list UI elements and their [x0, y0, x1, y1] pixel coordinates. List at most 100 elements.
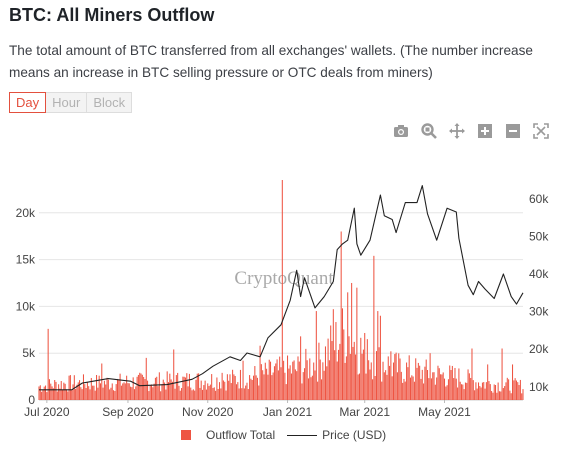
outflow-bar[interactable] [521, 393, 523, 400]
outflow-bar[interactable] [353, 341, 355, 400]
outflow-bar[interactable] [471, 348, 473, 400]
outflow-bar[interactable] [416, 367, 418, 400]
outflow-bar[interactable] [514, 378, 516, 400]
outflow-bar[interactable] [238, 388, 240, 400]
outflow-bar[interactable] [192, 389, 194, 400]
outflow-bar[interactable] [302, 372, 304, 400]
outflow-bar[interactable] [391, 376, 393, 400]
outflow-bar[interactable] [351, 282, 353, 400]
outflow-bar[interactable] [288, 368, 290, 400]
outflow-bar[interactable] [433, 372, 435, 400]
outflow-bar[interactable] [478, 382, 480, 400]
outflow-bar[interactable] [229, 374, 231, 400]
outflow-bar[interactable] [402, 382, 404, 400]
outflow-bar[interactable] [253, 375, 255, 400]
outflow-bar[interactable] [165, 389, 167, 400]
outflow-bar[interactable] [128, 383, 130, 400]
outflow-bar[interactable] [140, 373, 142, 400]
outflow-bar[interactable] [174, 388, 176, 400]
outflow-bar[interactable] [463, 389, 465, 400]
outflow-bar[interactable] [466, 382, 468, 400]
outflow-bar[interactable] [207, 383, 209, 400]
outflow-bar[interactable] [173, 349, 175, 400]
outflow-bar[interactable] [276, 359, 278, 400]
outflow-bar[interactable] [362, 349, 364, 400]
zoom-icon[interactable] [420, 122, 438, 140]
outflow-bar[interactable] [399, 358, 401, 400]
outflow-bar[interactable] [215, 390, 217, 400]
outflow-bar[interactable] [449, 365, 451, 400]
outflow-bar[interactable] [84, 384, 86, 400]
outflow-bar[interactable] [479, 386, 481, 400]
outflow-bar[interactable] [323, 370, 325, 400]
outflow-bar[interactable] [358, 373, 360, 400]
interval-tab-day[interactable]: Day [9, 92, 47, 113]
outflow-bar[interactable] [370, 362, 372, 400]
outflow-bar[interactable] [518, 384, 520, 400]
outflow-bar[interactable] [101, 363, 103, 400]
outflow-bar[interactable] [491, 391, 493, 400]
outflow-bar[interactable] [425, 359, 427, 400]
outflow-bar[interactable] [96, 375, 98, 400]
outflow-bar[interactable] [268, 359, 270, 400]
outflow-bar[interactable] [483, 382, 485, 400]
outflow-bar[interactable] [50, 383, 52, 400]
zoom-in-icon[interactable] [476, 122, 494, 140]
outflow-bar[interactable] [500, 391, 502, 400]
outflow-bar[interactable] [374, 376, 376, 400]
outflow-bar[interactable] [92, 385, 94, 400]
outflow-bar[interactable] [403, 378, 405, 400]
outflow-bar[interactable] [113, 390, 115, 400]
outflow-bar[interactable] [98, 375, 100, 400]
outflow-bar[interactable] [445, 386, 447, 400]
outflow-bar[interactable] [59, 388, 61, 400]
outflow-bar[interactable] [199, 387, 201, 400]
outflow-bar[interactable] [510, 393, 512, 400]
outflow-bar[interactable] [170, 379, 172, 400]
outflow-bar[interactable] [420, 378, 422, 400]
outflow-bar[interactable] [72, 384, 74, 400]
outflow-bar[interactable] [262, 370, 264, 400]
outflow-bar[interactable] [198, 373, 200, 400]
outflow-bar[interactable] [424, 366, 426, 400]
outflow-bar[interactable] [517, 382, 519, 400]
outflow-bar[interactable] [258, 385, 260, 400]
outflow-bar[interactable] [47, 328, 49, 400]
outflow-bar[interactable] [135, 386, 137, 400]
outflow-bar[interactable] [305, 348, 307, 400]
outflow-bar[interactable] [42, 389, 44, 400]
outflow-bar[interactable] [493, 384, 495, 400]
outflow-bar[interactable] [106, 377, 108, 400]
outflow-bar[interactable] [256, 377, 258, 400]
outflow-bar[interactable] [239, 369, 241, 400]
outflow-bar[interactable] [152, 387, 154, 400]
outflow-bar[interactable] [513, 380, 515, 400]
outflow-bar[interactable] [309, 358, 311, 400]
outflow-bar[interactable] [319, 359, 321, 400]
outflow-bar[interactable] [224, 381, 226, 400]
outflow-bar[interactable] [387, 356, 389, 400]
outflow-bar[interactable] [298, 361, 300, 400]
outflow-bar[interactable] [504, 386, 506, 400]
outflow-bar[interactable] [332, 309, 334, 400]
outflow-bar[interactable] [97, 387, 99, 400]
outflow-bar[interactable] [289, 365, 291, 400]
outflow-bar[interactable] [453, 378, 455, 400]
outflow-bar[interactable] [357, 374, 359, 400]
outflow-bar[interactable] [45, 385, 47, 400]
outflow-bar[interactable] [481, 382, 483, 400]
outflow-bar[interactable] [144, 379, 146, 400]
outflow-bar[interactable] [80, 387, 82, 400]
outflow-bar[interactable] [191, 390, 193, 400]
outflow-bar[interactable] [148, 391, 150, 400]
outflow-bar[interactable] [347, 292, 349, 400]
outflow-bar[interactable] [461, 384, 463, 400]
outflow-bar[interactable] [512, 364, 514, 400]
outflow-bar[interactable] [136, 376, 138, 400]
outflow-bar[interactable] [205, 389, 207, 400]
outflow-bar[interactable] [474, 390, 476, 400]
outflow-bar[interactable] [280, 367, 282, 400]
outflow-bar[interactable] [39, 385, 41, 400]
outflow-bar[interactable] [251, 379, 253, 400]
outflow-bar[interactable] [255, 375, 257, 400]
